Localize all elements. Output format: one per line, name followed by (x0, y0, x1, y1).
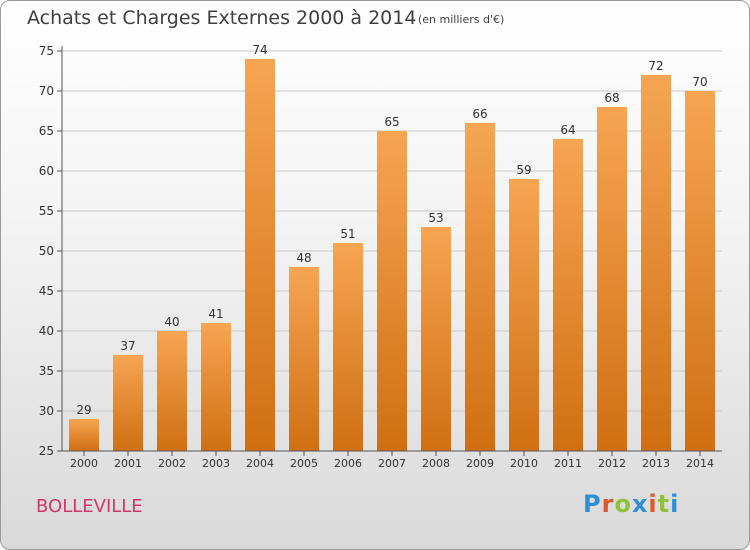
logo-letter: o (614, 490, 632, 518)
proxiti-logo: Proxiti (583, 490, 679, 518)
x-tick-label: 2001 (114, 457, 142, 470)
bar (641, 75, 671, 451)
y-tick-label: 40 (39, 324, 54, 338)
bar (289, 267, 319, 451)
x-tick-label: 2013 (642, 457, 670, 470)
bar (69, 419, 99, 451)
bar (685, 91, 715, 451)
y-tick-label: 60 (39, 164, 54, 178)
bar-value-label: 40 (164, 315, 179, 329)
bars (69, 59, 715, 451)
bar (421, 227, 451, 451)
bar-value-label: 48 (296, 251, 311, 265)
bar-value-label: 72 (648, 59, 663, 73)
chart-title: Achats et Charges Externes 2000 à 2014 (27, 7, 417, 29)
bar-value-label: 65 (384, 115, 399, 129)
x-tick-label: 2011 (554, 457, 582, 470)
bar-value-label: 70 (692, 75, 707, 89)
logo-letter: r (601, 490, 615, 518)
x-tick-label: 2007 (378, 457, 406, 470)
bar (333, 243, 363, 451)
y-tick-label: 35 (39, 364, 54, 378)
logo-letter: P (583, 490, 602, 518)
bar-value-label: 51 (340, 227, 355, 241)
y-tick-label: 55 (39, 204, 54, 218)
bar (245, 59, 275, 451)
logo-letter: i (670, 490, 680, 518)
bar-value-label: 66 (472, 107, 487, 121)
y-tick-label: 75 (39, 44, 54, 58)
bar (597, 107, 627, 451)
x-tick-label: 2004 (246, 457, 274, 470)
y-tick-label: 50 (39, 244, 54, 258)
bar (201, 323, 231, 451)
bar (113, 355, 143, 451)
bar-value-label: 41 (208, 307, 223, 321)
bar-value-label: 37 (120, 339, 135, 353)
bar (465, 123, 495, 451)
bar-value-label: 59 (516, 163, 531, 177)
x-tick-label: 2005 (290, 457, 318, 470)
y-tick-label: 70 (39, 84, 54, 98)
labels: 25 30 35 40 45 50 55 60 65 70 75 29 2000 37 2001 40 2002… (39, 43, 714, 470)
bar (157, 331, 187, 451)
x-tick-label: 2008 (422, 457, 450, 470)
place-name: BOLLEVILLE (36, 496, 143, 517)
axes (57, 46, 722, 456)
x-tick-label: 2003 (202, 457, 230, 470)
x-tick-label: 2002 (158, 457, 186, 470)
bar-value-label: 53 (428, 211, 443, 225)
bar-value-label: 64 (560, 123, 575, 137)
y-tick-label: 45 (39, 284, 54, 298)
y-tick-label: 30 (39, 404, 54, 418)
bar (509, 179, 539, 451)
bar-value-label: 68 (604, 91, 619, 105)
bar-value-label: 74 (252, 43, 267, 57)
bar (377, 131, 407, 451)
x-tick-label: 2006 (334, 457, 362, 470)
x-tick-label: 2014 (686, 457, 714, 470)
bar-value-label: 29 (76, 403, 91, 417)
y-tick-label: 25 (39, 444, 54, 458)
x-tick-label: 2012 (598, 457, 626, 470)
logo-letter: t (657, 490, 671, 518)
logo-letter: x (631, 490, 649, 518)
x-tick-label: 2009 (466, 457, 494, 470)
y-tick-label: 65 (39, 124, 54, 138)
x-tick-label: 2010 (510, 457, 538, 470)
x-tick-label: 2000 (70, 457, 98, 470)
bar (553, 139, 583, 451)
logo-letter: i (648, 490, 658, 518)
chart-subtitle: (en milliers d'€) (418, 13, 505, 26)
